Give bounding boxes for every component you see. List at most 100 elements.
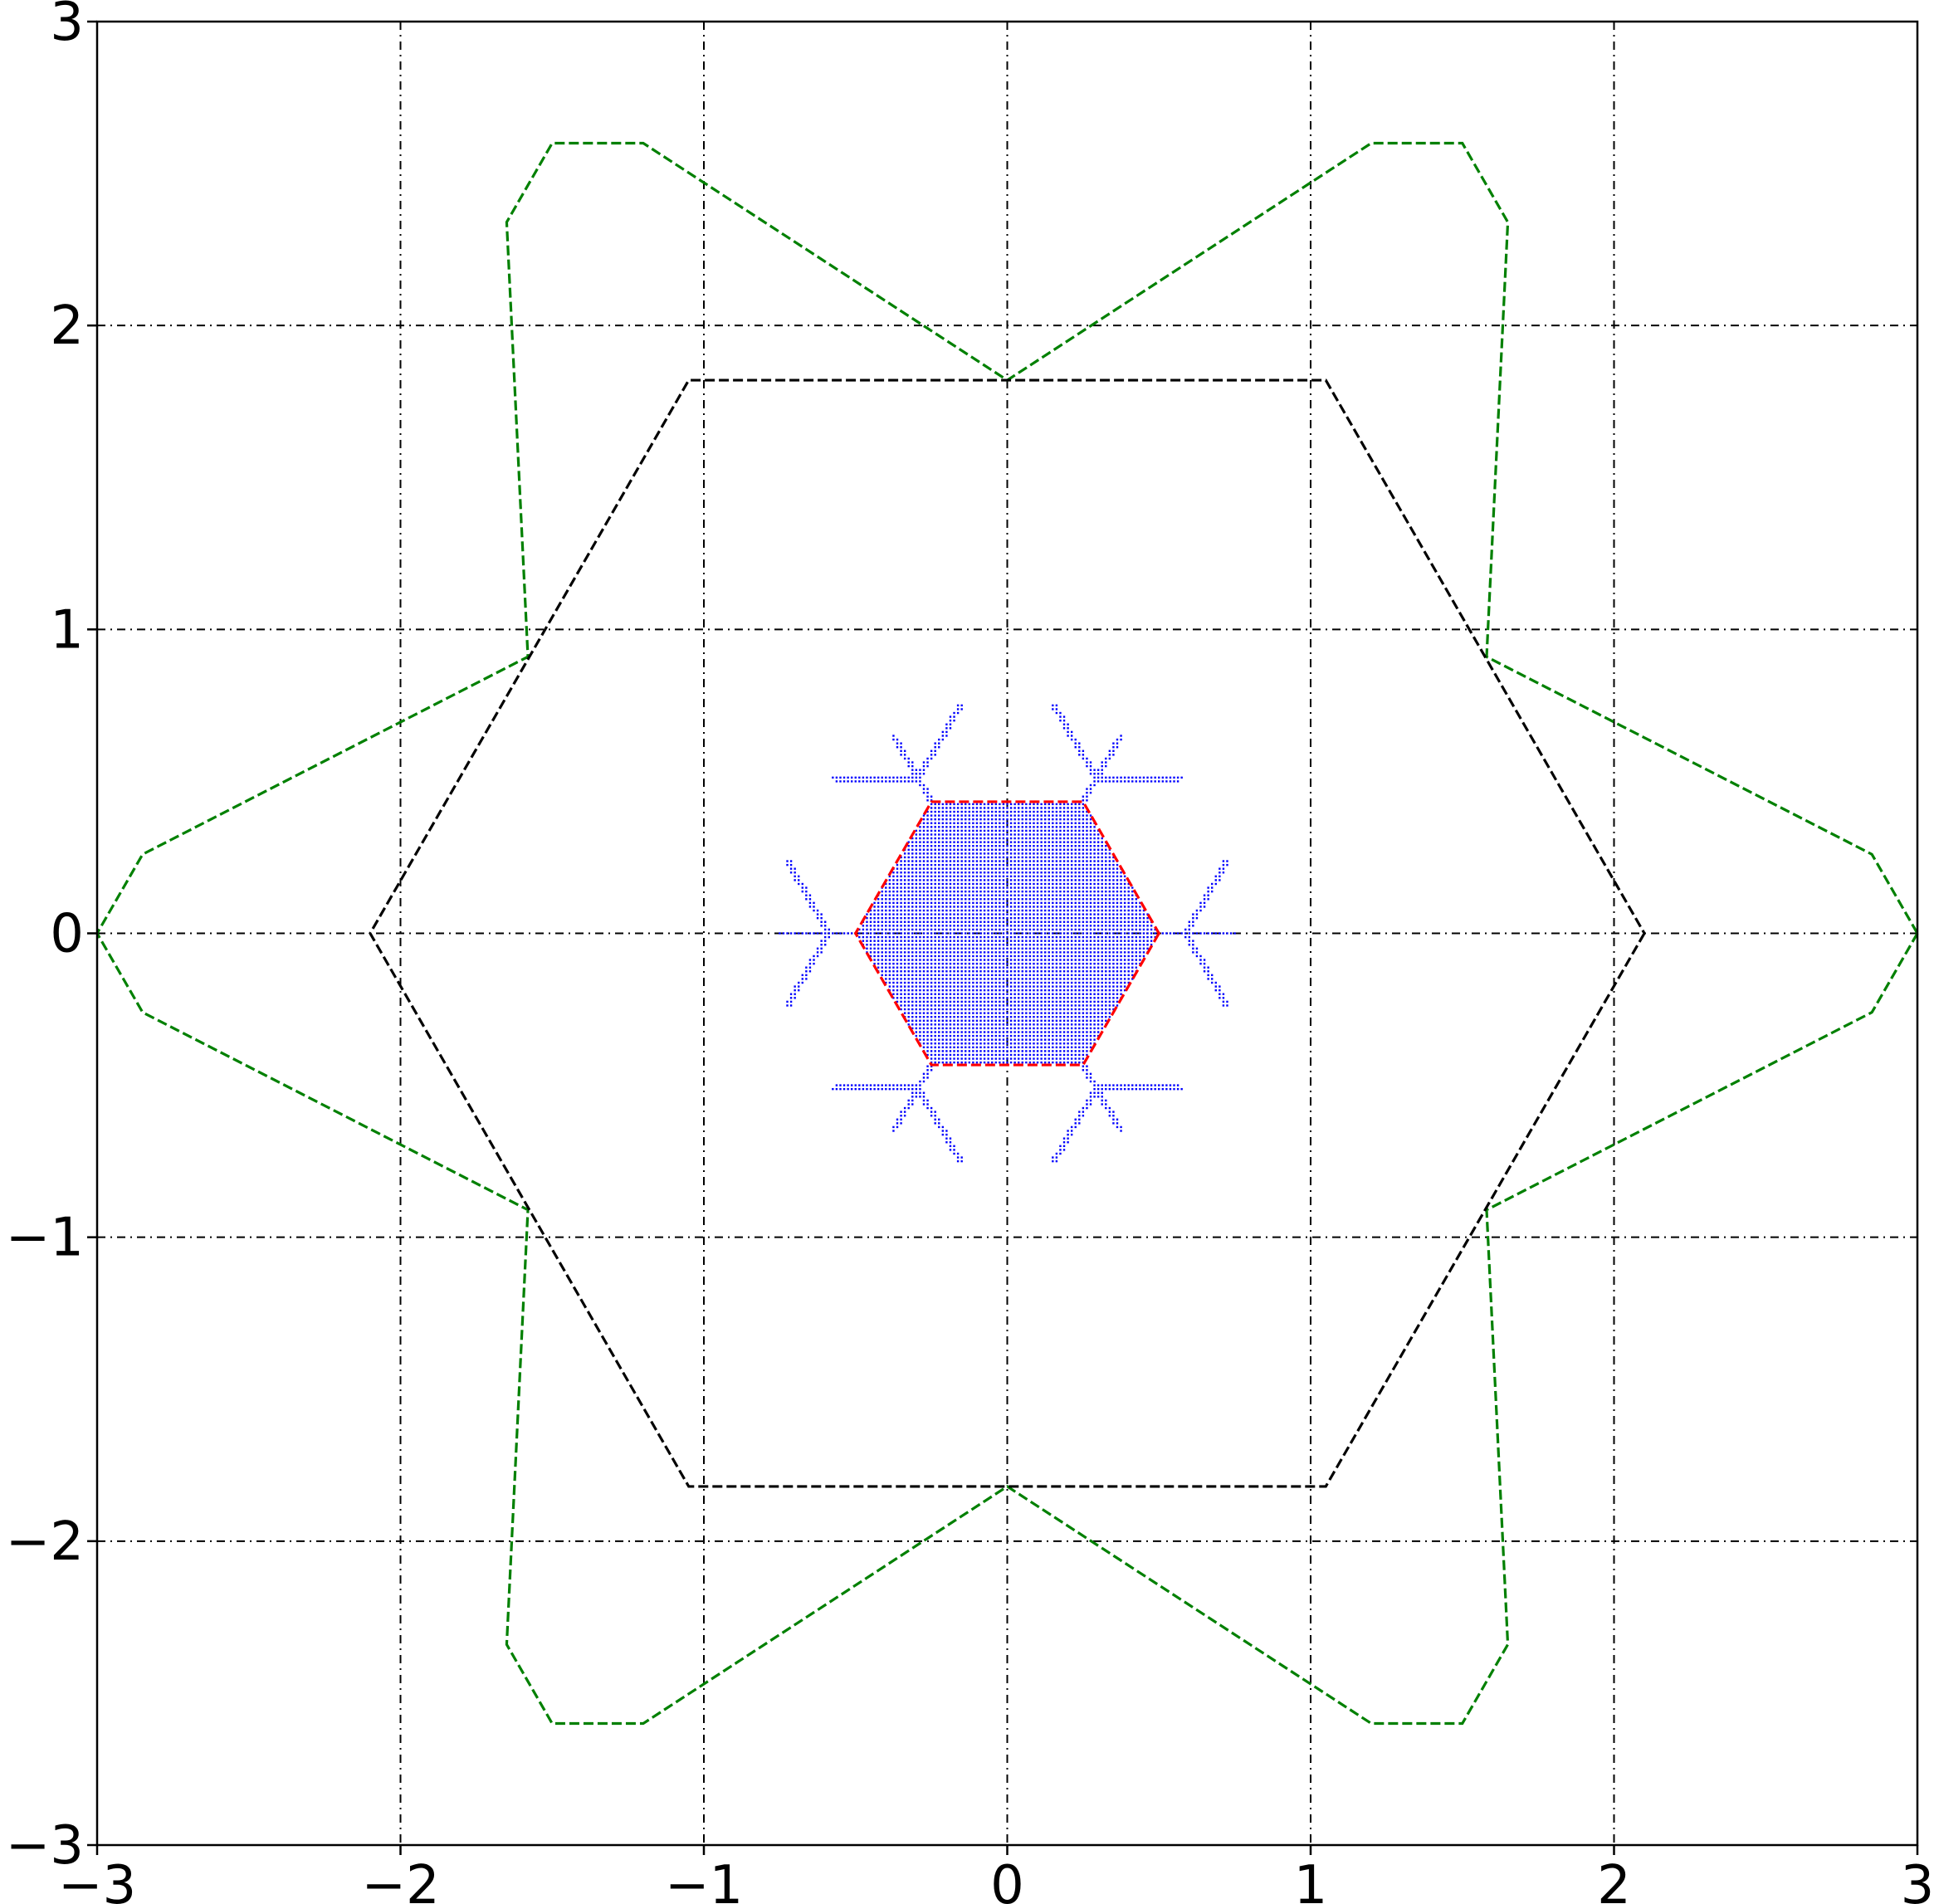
- snowflake-dot: [1112, 985, 1115, 988]
- snowflake-dot: [930, 959, 933, 961]
- snowflake-dot: [1028, 909, 1032, 912]
- snowflake-dot: [1131, 974, 1134, 977]
- snowflake-dot: [1062, 944, 1066, 946]
- snowflake-dot: [926, 1099, 929, 1102]
- snowflake-dot: [1078, 890, 1081, 893]
- snowflake-dot: [1127, 928, 1130, 931]
- snowflake-dot: [953, 1019, 955, 1022]
- snowflake-dot: [1093, 970, 1096, 973]
- snowflake-dot: [1154, 935, 1156, 939]
- snowflake-dot: [1154, 1087, 1156, 1091]
- snowflake-dot: [911, 966, 914, 969]
- snowflake-dot: [1062, 1137, 1066, 1140]
- snowflake-dot: [873, 959, 876, 961]
- snowflake-dot: [892, 985, 895, 988]
- snowflake-dot: [960, 925, 963, 927]
- snowflake-dot: [919, 920, 921, 923]
- snowflake-dot: [1067, 1031, 1069, 1033]
- snowflake-dot: [1059, 1027, 1062, 1030]
- snowflake-dot: [945, 1038, 948, 1041]
- snowflake-dot: [915, 1019, 918, 1022]
- snowflake-dot: [1089, 1000, 1092, 1003]
- snowflake-dot: [1055, 1152, 1058, 1155]
- snowflake-dot: [798, 882, 800, 886]
- snowflake-dot: [1093, 871, 1096, 874]
- snowflake-dot: [987, 925, 989, 927]
- snowflake-dot: [949, 826, 952, 828]
- snowflake-dot: [911, 944, 914, 946]
- snowflake-dot: [1062, 875, 1066, 878]
- snowflake-dot: [934, 970, 936, 973]
- snowflake-dot: [1033, 909, 1035, 912]
- snowflake-dot: [1108, 940, 1111, 942]
- snowflake-dot: [999, 1015, 1001, 1018]
- snowflake-dot: [1009, 962, 1013, 965]
- snowflake-dot: [975, 962, 979, 965]
- snowflake-dot: [922, 871, 925, 874]
- snowflake-dot: [953, 715, 955, 718]
- snowflake-dot: [1048, 841, 1050, 843]
- snowflake-dot: [1093, 886, 1096, 889]
- snowflake-dot: [801, 932, 803, 935]
- snowflake-dot: [1086, 1008, 1088, 1011]
- snowflake-dot: [960, 962, 963, 965]
- snowflake-dot: [991, 954, 994, 958]
- snowflake-dot: [1074, 845, 1077, 847]
- snowflake-dot: [896, 780, 899, 783]
- snowflake-dot: [972, 1012, 974, 1014]
- snowflake-dot: [1105, 898, 1107, 901]
- snowflake-dot: [941, 898, 945, 901]
- snowflake-dot: [979, 818, 982, 821]
- snowflake-dot: [1135, 951, 1138, 954]
- snowflake-dot: [1120, 882, 1122, 886]
- snowflake-dot: [1052, 978, 1054, 980]
- snowflake-dot: [1086, 981, 1088, 984]
- snowflake-dot: [1070, 1133, 1073, 1136]
- snowflake-dot: [1150, 928, 1153, 931]
- snowflake-dot: [1062, 901, 1066, 905]
- snowflake-dot: [1074, 1019, 1077, 1022]
- snowflake-dot: [888, 944, 891, 946]
- snowflake-dot: [1082, 803, 1085, 806]
- snowflake-dot: [1070, 1061, 1073, 1064]
- snowflake-dot: [1067, 894, 1069, 896]
- snowflake-dot: [1036, 807, 1039, 809]
- snowflake-dot: [866, 1087, 868, 1091]
- snowflake-dot: [941, 1004, 945, 1007]
- snowflake-dot: [941, 1050, 945, 1052]
- snowflake-dot: [934, 833, 936, 836]
- snowflake-dot: [1093, 863, 1096, 867]
- snowflake-dot: [960, 818, 963, 821]
- snowflake-dot: [1062, 1000, 1066, 1003]
- snowflake-dot: [1173, 1087, 1175, 1091]
- snowflake-dot: [999, 845, 1001, 847]
- snowflake-dot: [972, 833, 974, 836]
- snowflake-dot: [934, 1053, 936, 1057]
- snowflake-dot: [1112, 1087, 1115, 1091]
- snowflake-dot: [1028, 890, 1032, 893]
- snowflake-dot: [1048, 981, 1050, 984]
- snowflake-dot: [960, 875, 963, 878]
- snowflake-dot: [1048, 913, 1050, 915]
- snowflake-dot: [1112, 989, 1115, 992]
- snowflake-dot: [1033, 954, 1035, 958]
- snowflake-dot: [1101, 906, 1103, 908]
- snowflake-dot: [1033, 997, 1035, 999]
- snowflake-dot: [945, 841, 948, 843]
- snowflake-dot: [1048, 1008, 1050, 1011]
- snowflake-dot: [1101, 875, 1103, 878]
- snowflake-dot: [1036, 1031, 1039, 1033]
- snowflake-dot: [960, 704, 963, 707]
- snowflake-dot: [1123, 901, 1126, 905]
- snowflake-dot: [949, 1053, 952, 1057]
- snowflake-dot: [915, 1015, 918, 1018]
- snowflake-dot: [1013, 814, 1016, 817]
- snowflake-dot: [1059, 1046, 1062, 1049]
- snowflake-dot: [999, 1027, 1001, 1030]
- snowflake-dot: [1055, 1038, 1058, 1041]
- snowflake-dot: [1059, 1031, 1062, 1033]
- snowflake-dot: [1089, 1072, 1092, 1076]
- snowflake-dot: [994, 1015, 997, 1018]
- snowflake-dot: [1040, 974, 1043, 977]
- snowflake-dot: [900, 875, 902, 878]
